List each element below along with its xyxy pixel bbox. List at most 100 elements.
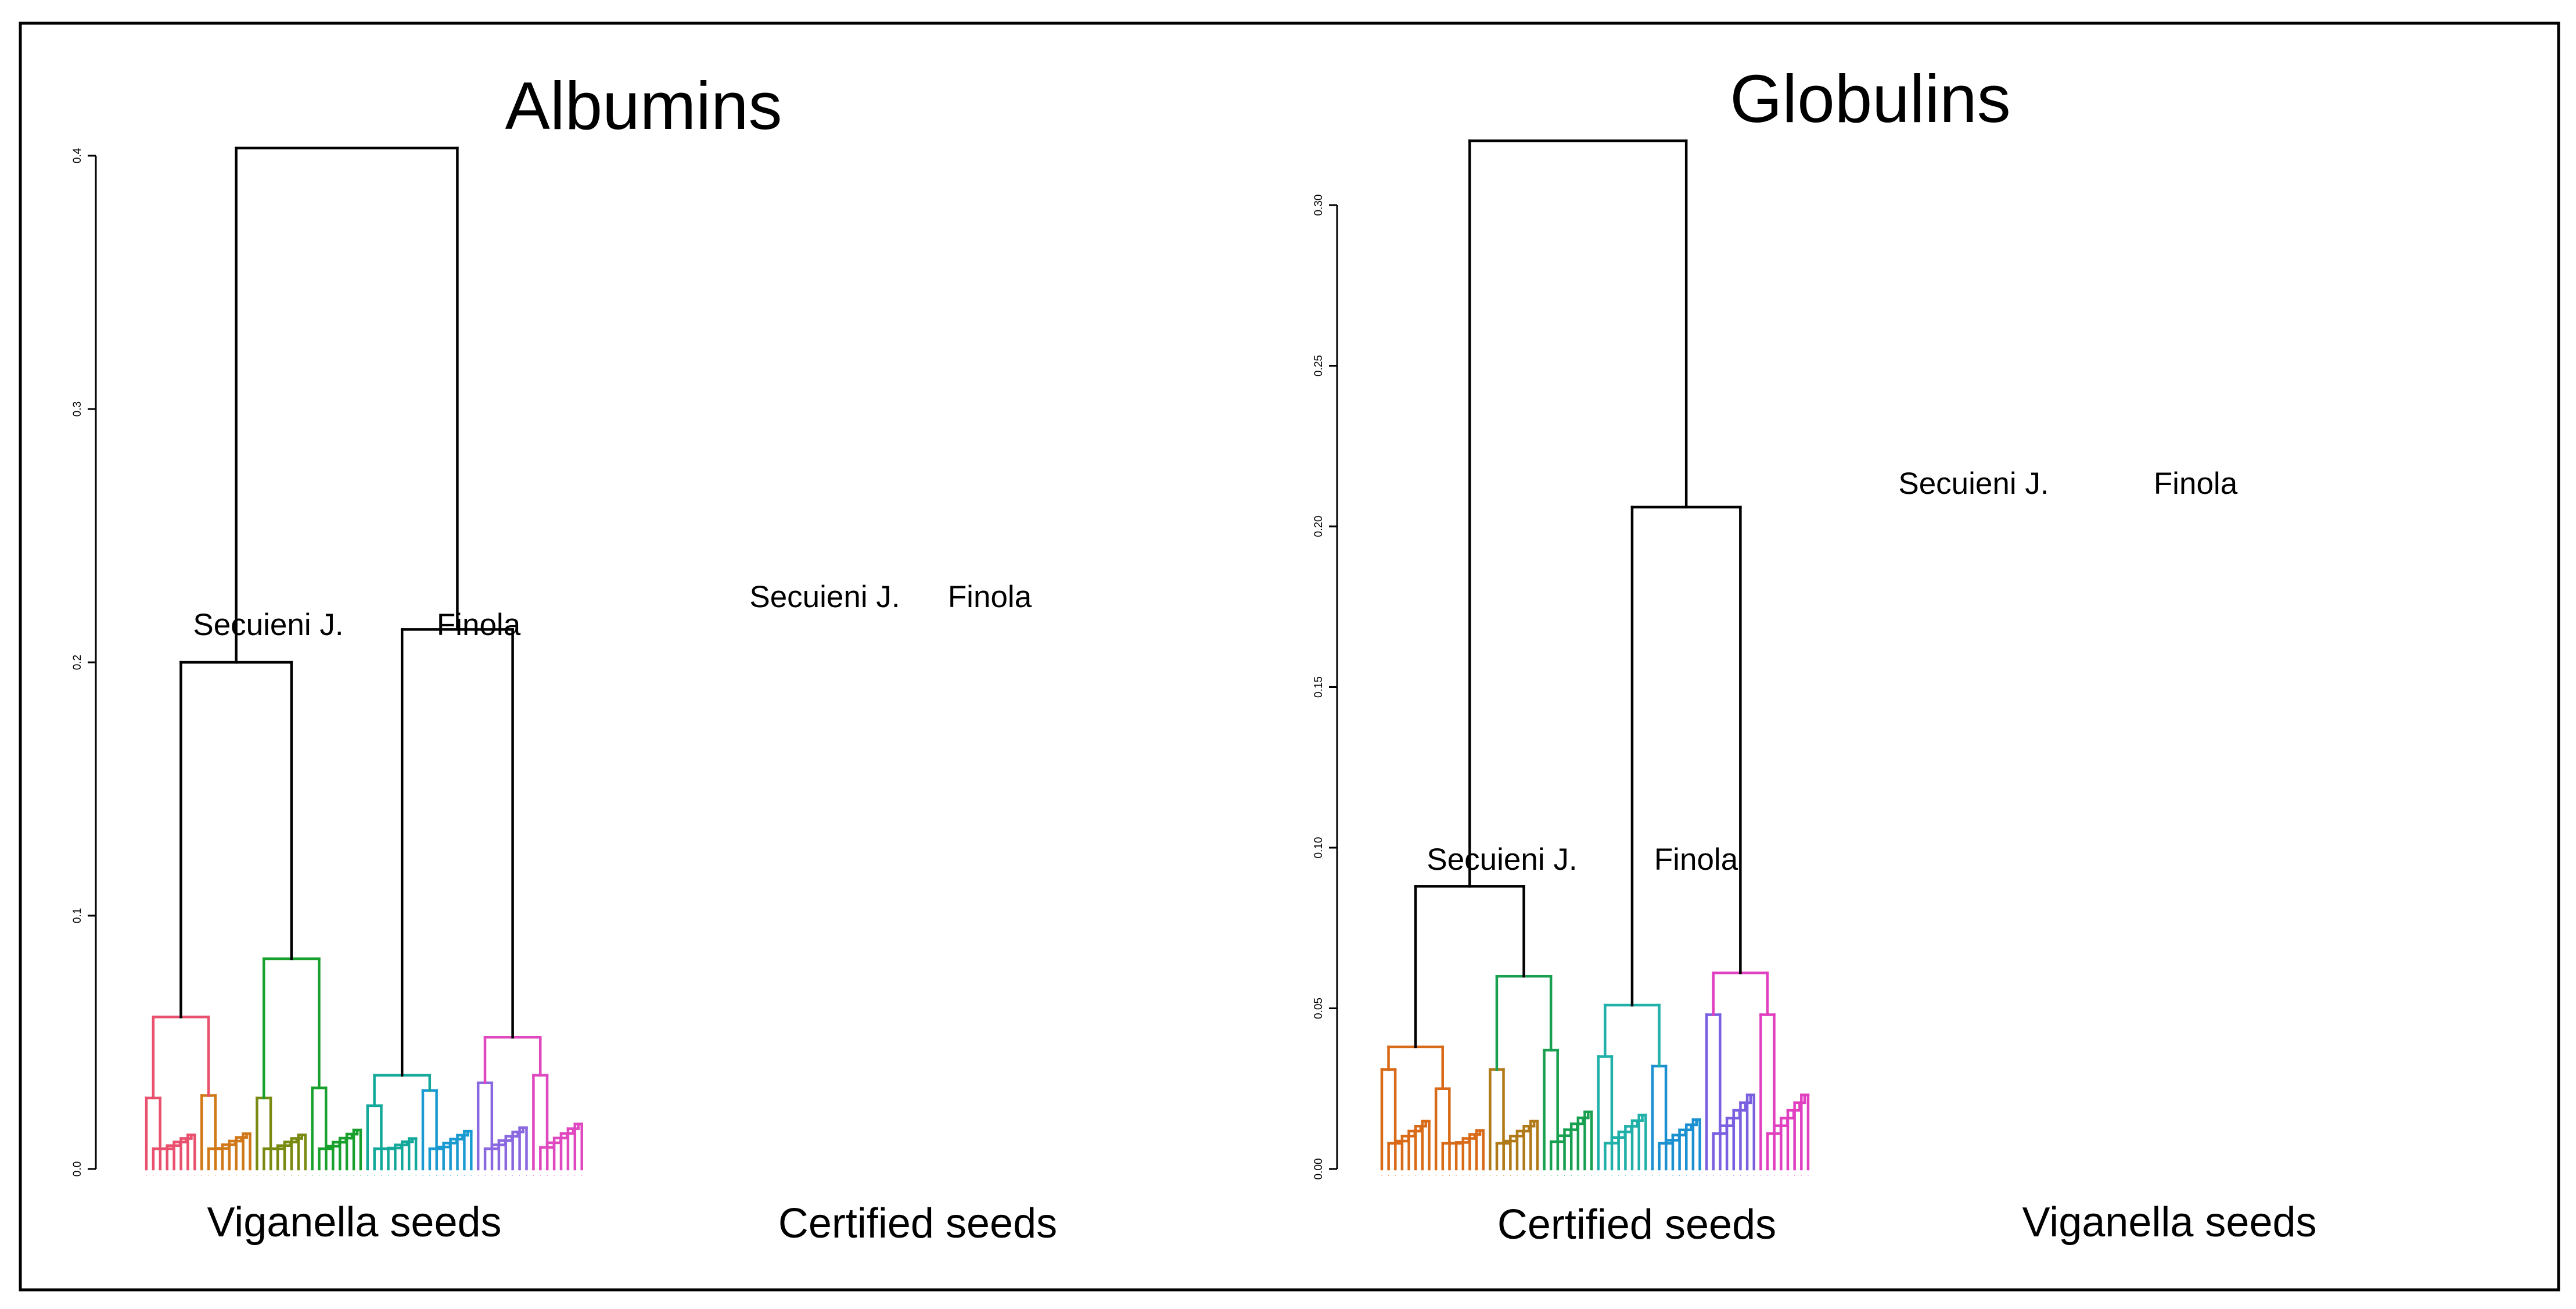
leaf-label: ·	[297, 1172, 299, 1178]
y-tick-label: 0.10	[1313, 837, 1325, 859]
leaf-label: ·	[526, 1172, 527, 1178]
leaf-label: ·	[1489, 1172, 1491, 1178]
leaf-label: ·	[1597, 1172, 1599, 1178]
albumins-panel: Albumins 0.00.10.20.30.4 · · · · · · · · · · · · · · ·…	[71, 68, 1057, 1247]
leaf-label: ·	[152, 1172, 154, 1178]
y-axis: 0.00 0.05 0.10 0.15 0.20 0.25 0.30	[1313, 195, 1338, 1180]
leaf-label: ·	[387, 1172, 389, 1178]
y-tick-label: 0.30	[1313, 195, 1325, 216]
leaf-label: ·	[1415, 1172, 1417, 1178]
leaf-label: ·	[1780, 1172, 1782, 1178]
leaf-label: ·	[1807, 1172, 1809, 1178]
y-tick-label: 0.4	[71, 148, 84, 163]
leaf-label: ·	[1767, 1172, 1769, 1178]
leaf-label: ·	[270, 1172, 272, 1178]
leaf-label: ·	[1645, 1172, 1647, 1178]
leaf-label: ·	[1672, 1172, 1673, 1178]
leaf-label: ·	[1381, 1172, 1383, 1178]
dendrogram: · · · · · · · · · · · · · · · · · · · · · · · · · · · · · · · · · · · · · · · ·…	[1380, 139, 1810, 1178]
leaf-label: ·	[1618, 1172, 1619, 1178]
leaf-label: ·	[1740, 1172, 1741, 1178]
leaf-label: ·	[1787, 1172, 1789, 1178]
leaf-label: ·	[1747, 1172, 1748, 1178]
leaf-label: ·	[339, 1172, 341, 1178]
y-tick-label: 0.1	[71, 908, 84, 923]
leaf-label: ·	[554, 1172, 555, 1178]
leaf-label: ·	[277, 1172, 279, 1178]
leaf-label: ·	[1712, 1172, 1714, 1178]
leaf-label: ·	[567, 1172, 569, 1178]
leaf-label: ·	[380, 1172, 382, 1178]
leaf-label: ·	[159, 1172, 161, 1178]
leaf-label: ·	[415, 1172, 417, 1178]
leaf-label: ·	[249, 1172, 251, 1178]
leaf-label: ·	[1632, 1172, 1633, 1178]
leaf-label: ·	[1658, 1172, 1660, 1178]
leaf-label: ·	[1679, 1172, 1680, 1178]
leaf-label: ·	[519, 1172, 520, 1178]
leaf-label: ·	[477, 1172, 479, 1178]
leaf-label: ·	[581, 1172, 583, 1178]
leaf-label: ·	[1543, 1172, 1545, 1178]
leaf-label: ·	[1584, 1172, 1586, 1178]
group-label: Certified seeds	[778, 1200, 1057, 1247]
leaf-label: ·	[1686, 1172, 1687, 1178]
y-axis: 0.0 0.1 0.2 0.3 0.4	[71, 148, 97, 1177]
leaf-label: ·	[1726, 1172, 1728, 1178]
leaf-label: ·	[346, 1172, 348, 1178]
y-tick-label: 0.20	[1313, 516, 1325, 537]
figure-frame	[19, 21, 2560, 1292]
leaf-label: ·	[290, 1172, 292, 1178]
leaf-label: ·	[242, 1172, 244, 1178]
leaf-label: ·	[450, 1172, 451, 1178]
leaf-label: ·	[360, 1172, 361, 1178]
leaf-label: ·	[533, 1172, 534, 1178]
leaf-label: ·	[373, 1172, 375, 1178]
leaf-label: ·	[512, 1172, 513, 1178]
leaf-label: ·	[1496, 1172, 1498, 1178]
leaf-label: ·	[1801, 1172, 1802, 1178]
y-tick-label: 0.00	[1313, 1159, 1325, 1180]
leaf-label: ·	[332, 1172, 334, 1178]
leaf-label: ·	[1604, 1172, 1606, 1178]
y-tick-label: 0.05	[1313, 998, 1325, 1019]
leaf-label: ·	[1550, 1172, 1552, 1178]
leaf-label: ·	[1611, 1172, 1613, 1178]
leaf-label: ·	[1733, 1172, 1734, 1178]
leaf-label: ·	[484, 1172, 486, 1178]
chart-title: Globulins	[1730, 61, 2011, 137]
leaf-label: ·	[505, 1172, 506, 1178]
chart-title: Albumins	[505, 68, 782, 144]
y-tick-label: 0.2	[71, 655, 84, 670]
leaf-label: ·	[1476, 1172, 1478, 1178]
leaf-label: ·	[547, 1172, 548, 1178]
leaf-label: ·	[235, 1172, 237, 1178]
leaf-label: ·	[561, 1172, 562, 1178]
leaf-label: ·	[1564, 1172, 1565, 1178]
leaf-label: ·	[1638, 1172, 1640, 1178]
branch-label: Secuieni J.	[193, 608, 343, 642]
leaf-label: ·	[1435, 1172, 1437, 1178]
leaf-label: ·	[1665, 1172, 1667, 1178]
leaf-label: ·	[187, 1172, 189, 1178]
leaf-label: ·	[1503, 1172, 1504, 1178]
leaf-label: ·	[436, 1172, 437, 1178]
group-label: Certified seeds	[1497, 1202, 1776, 1248]
y-tick-label: 0.0	[71, 1161, 84, 1177]
leaf-label: ·	[194, 1172, 196, 1178]
leaf-label: ·	[422, 1172, 424, 1178]
branch-label: Finola	[1654, 842, 1738, 877]
leaf-label: ·	[256, 1172, 258, 1178]
leaf-label: ·	[1699, 1172, 1701, 1178]
leaf-label: ·	[491, 1172, 493, 1178]
leaf-label: ·	[146, 1172, 148, 1178]
branch-label: Secuieni J.	[749, 580, 900, 614]
leaf-label: ·	[401, 1172, 403, 1178]
leaf-label: ·	[394, 1172, 396, 1178]
leaf-label: ·	[284, 1172, 286, 1178]
leaf-label: ·	[1760, 1172, 1762, 1178]
leaf-label: ·	[1388, 1172, 1389, 1178]
leaf-label: ·	[1536, 1172, 1538, 1178]
leaf-label: ·	[1692, 1172, 1694, 1178]
